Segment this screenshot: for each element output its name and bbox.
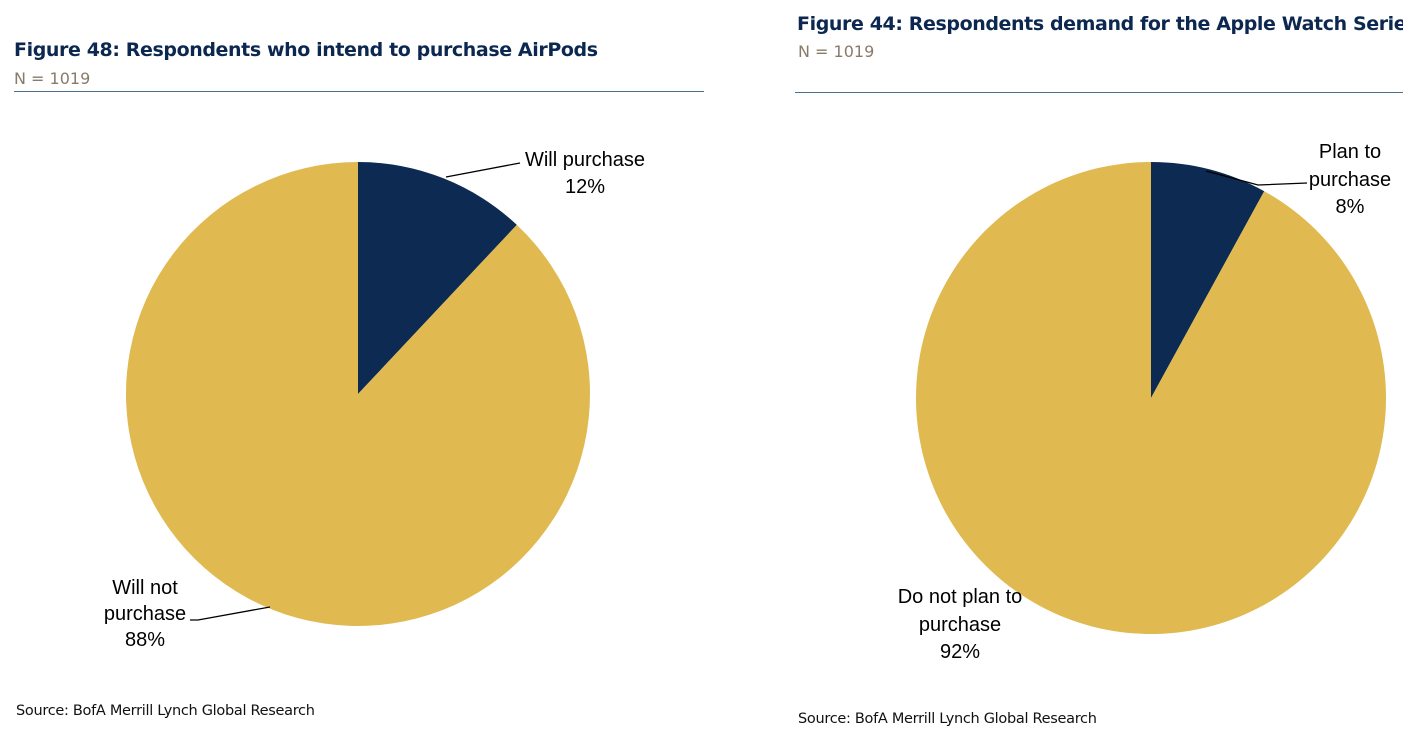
figure44-divider — [795, 92, 1403, 93]
figure48-title: Figure 48: Respondents who intend to pur… — [14, 39, 598, 61]
figure44-sample-size: N = 1019 — [798, 42, 875, 61]
figure44-title: Figure 44: Respondents demand for the Ap… — [797, 13, 1403, 35]
figure48-divider — [14, 91, 704, 92]
slice-label-do-not-plan-line1: Do not plan to — [898, 586, 1023, 608]
figure48-slice-will-not-purchase — [126, 162, 591, 626]
figure48-source: Source: BofA Merrill Lynch Global Resear… — [16, 703, 315, 719]
slice-label-will-purchase: Will purchase — [525, 149, 645, 171]
slice-label-will-not-purchase-line2: purchase — [104, 603, 186, 625]
slice-label-will-not-purchase-line1: Will not — [112, 577, 178, 599]
figure44-slice-plan-to-purchase — [1151, 162, 1265, 398]
leader-line-will-purchase — [445, 162, 521, 178]
figure48-slice-will-purchase — [358, 162, 517, 394]
slice-value-plan-to-purchase: 8% — [1336, 196, 1365, 218]
slice-value-will-purchase: 12% — [565, 176, 605, 198]
slice-value-do-not-plan: 92% — [940, 641, 980, 663]
leader-line-plan-to-purchase — [1205, 170, 1308, 186]
slice-label-plan-to-purchase-line1: Plan to — [1319, 141, 1381, 163]
leader-line-will-not-purchase — [190, 606, 271, 621]
figure44-source: Source: BofA Merrill Lynch Global Resear… — [798, 711, 1097, 727]
slice-label-do-not-plan-line2: purchase — [919, 614, 1001, 636]
slice-value-will-not-purchase: 88% — [125, 629, 165, 651]
figure44-slice-do-not-plan-to-purchase — [916, 162, 1387, 635]
slice-label-plan-to-purchase-line2: purchase — [1309, 169, 1391, 191]
figure48-sample-size: N = 1019 — [14, 69, 91, 88]
